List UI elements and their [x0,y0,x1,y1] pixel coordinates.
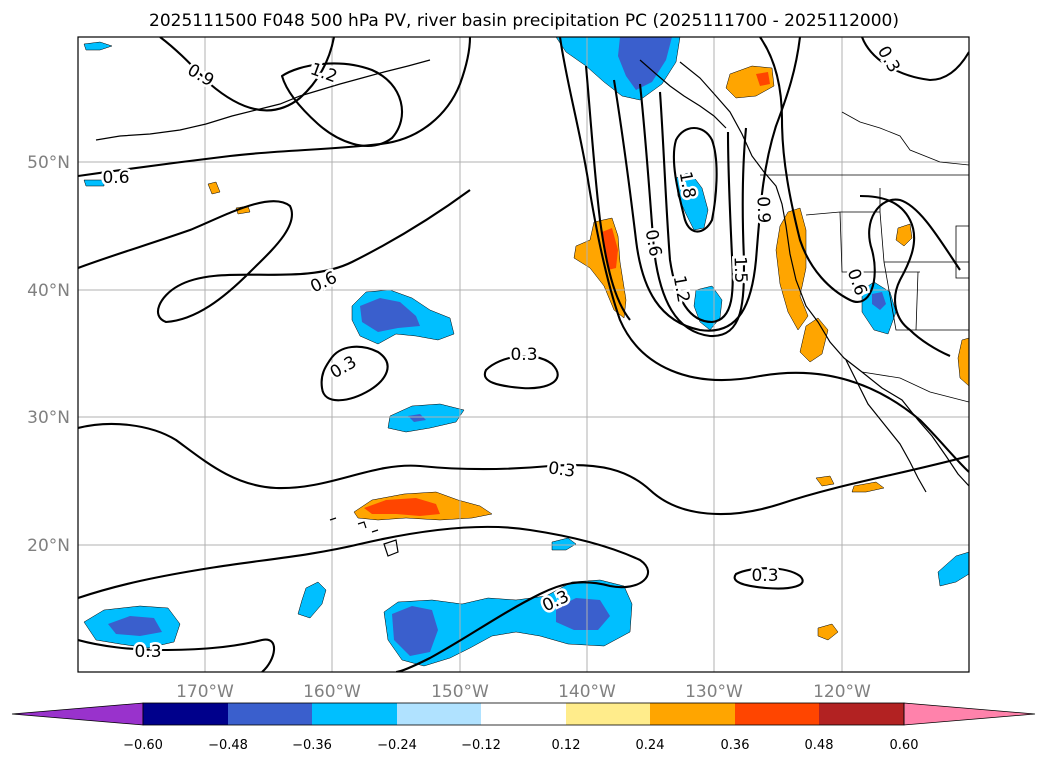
contour-0.6-south [558,37,969,473]
colorbar-tick-label: −0.48 [208,738,248,753]
colorbar-tick-label: −0.36 [292,738,332,753]
border-states-3 [915,225,969,331]
coast-baja [845,359,927,493]
contour-0.3-mid [320,345,389,402]
shade-pos-mx3 [817,623,839,641]
colorbar-segment [481,703,566,725]
contour-0.6-nw [78,37,472,178]
contour-0.3-blob [483,355,559,390]
contour-0.3-south [78,525,650,672]
lat-label: 40°N [27,281,70,301]
shade-neg-bc-dark [618,37,672,90]
colorbar-segment [819,703,904,725]
colorbar-segment [397,703,481,725]
lat-label: 20°N [27,536,70,556]
colorbar-segment [650,703,735,725]
contour-1.2-nw [280,62,404,147]
shade-pos-mx2 [851,481,885,493]
shade-neg-20n [551,537,577,551]
colorbar-tick-label: −0.12 [461,738,501,753]
coast-na-west [679,61,969,487]
colorbar-outline [142,702,905,726]
gridlines [78,37,969,672]
shade-pos-ne [957,337,969,387]
colorbar: −0.60 −0.48 −0.36 −0.24 −0.12 0.12 0.24 … [11,702,1036,753]
map-frame [77,36,970,673]
colorbar-tick-label: 0.24 [636,738,665,753]
border-states-2 [805,188,969,331]
contour-0.6-east [859,194,951,357]
border-us-mexico [861,371,969,403]
colorbar-tick-label: 0.12 [552,738,581,753]
longitude-labels: 170°W 160°W 150°W 140°W 130°W 120°W [176,682,871,702]
colorbar-segment [566,703,650,725]
pv-contours [78,37,969,672]
contour-label: 1.5 [730,256,751,284]
contour-1.2-jet [638,83,748,338]
colorbar-segment [312,703,397,725]
shade-neg-163w [297,581,327,619]
shade-neg-se [937,551,969,587]
coastlines-and-borders [95,59,969,557]
colorbar-extend-right [903,702,1036,726]
lat-label: 30°N [27,408,70,428]
contour-label: 0.3 [134,642,161,662]
contour-0.3-long [78,422,969,516]
border-states-1 [841,111,969,166]
colorbar-segment [143,703,228,725]
lat-label: 50°N [27,153,70,173]
shade-red-56n [756,72,770,86]
contour-0.9-jet [759,37,961,303]
shade-neg-30n-dark [408,414,426,422]
latitude-labels: 50°N 40°N 30°N 20°N [27,153,70,556]
lon-label: 120°W [813,682,871,702]
coast-alaska-panhandle [639,59,727,129]
shade-neg-south-dark1 [392,606,438,656]
lon-label: 170°W [176,682,234,702]
contour-label: 0.6 [102,168,129,188]
shade-neg-nw2 [83,179,105,187]
shade-pos-mx1 [815,475,835,487]
contour-label: 0.3 [510,345,537,365]
colorbar-segment [228,703,312,725]
lon-label: 150°W [431,682,489,702]
shade-pos-36n [799,317,829,363]
lon-label: 130°W [685,682,743,702]
colorbar-extend-left [11,702,144,726]
hawaii-islands [329,517,399,557]
contour-0.3-small [733,567,804,590]
figure-title: 2025111500 F048 500 hPa PV, river basin … [149,11,899,31]
colorbar-tick-label: 0.48 [805,738,834,753]
shade-pos-165w-1 [207,181,221,195]
shade-neg-sw-dark [108,616,162,636]
colorbar-tick-label: −0.60 [123,738,163,753]
contour-0.6-jet [612,37,802,332]
contour-1.5-jet [658,91,734,324]
coast-aleutians [95,59,431,141]
contour-0.6-mid [78,189,471,324]
contour-1.8-jet [672,126,718,233]
shade-neg-155w-dark [360,298,420,332]
shade-pos-co [895,223,913,247]
colorbar-segment [735,703,819,725]
shade-neg-nv-dark [872,292,886,310]
contour-0.3-sw [78,638,276,672]
lon-label: 140°W [558,682,616,702]
contour-0.3-jet [584,65,631,321]
colorbar-tick-label: 0.36 [721,738,750,753]
contour-label: 0.3 [547,458,577,482]
shade-neg-30n [387,403,465,433]
contour-0.9-nw [159,37,336,112]
shade-neg-nw1 [83,41,113,51]
colorbar-tick-label: −0.24 [377,738,417,753]
colorbar-tick-label: 0.60 [890,738,919,753]
contour-label: 0.3 [751,566,778,586]
shade-neg-south-dark2 [556,598,610,630]
contour-0.3-ne [861,37,969,82]
shade-red-hawaii [364,498,440,516]
lon-label: 160°W [303,682,361,702]
contour-label: 0.9 [753,196,774,224]
